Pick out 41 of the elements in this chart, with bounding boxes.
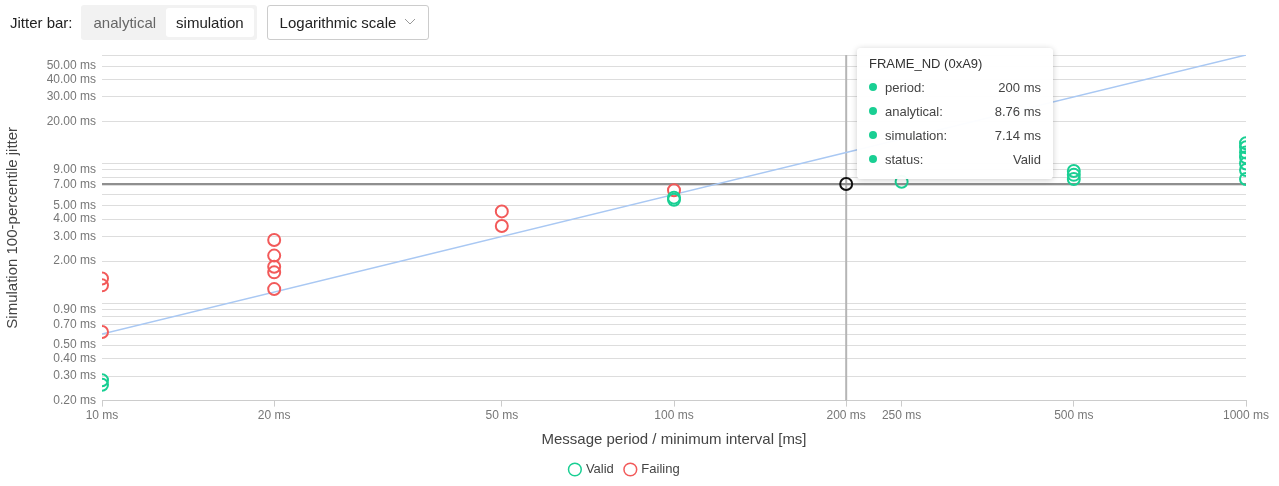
y-tick-label: 40.00 ms	[46, 71, 96, 86]
y-tick-label: 0.20 ms	[53, 392, 96, 407]
annotation: period:	[885, 79, 926, 95]
y-tick-label: 3.00 ms	[53, 228, 96, 243]
text: analytical	[92, 12, 158, 33]
annotation: 7.14 ms	[994, 127, 1041, 143]
annotation: 8.76 ms	[994, 103, 1041, 119]
x-tick-label: 250 ms	[881, 408, 922, 423]
y-tick-label: 4.00 ms	[53, 211, 96, 226]
y-tick-label: 0.50 ms	[53, 337, 96, 352]
y-tick-label: 9.00 ms	[53, 162, 96, 177]
annotation: analytical:	[885, 103, 944, 119]
x-tick-label: 200 ms	[826, 408, 866, 423]
legend-label: Failing	[641, 461, 680, 477]
legend-label: Valid	[585, 461, 614, 477]
y-tick-label: 0.40 ms	[53, 350, 96, 365]
y-tick-label: 30.00 ms	[46, 89, 96, 104]
y-tick-label: 5.00 ms	[53, 197, 96, 212]
x-axis-title: Message period / minimum interval [ms]	[541, 430, 807, 448]
annotation: status:	[885, 151, 925, 167]
annotation: FRAME_ND (0xA9)	[869, 56, 984, 71]
y-tick-label: 2.00 ms	[53, 253, 96, 268]
annotation: 200 ms	[998, 79, 1041, 95]
y-tick-label: 0.90 ms	[53, 301, 96, 316]
x-tick-label: 1000 ms	[1222, 408, 1270, 423]
annotation: simulation:	[885, 127, 949, 143]
y-tick-label: 20.00 ms	[46, 113, 96, 128]
y-tick-label: 7.00 ms	[53, 177, 96, 192]
y-tick-label: 0.70 ms	[53, 317, 96, 332]
x-tick-label: 50 ms	[485, 408, 519, 423]
y-tick-label: 50.00 ms	[46, 58, 96, 73]
x-tick-label: 20 ms	[257, 408, 291, 423]
x-tick-label: 10 ms	[85, 408, 119, 423]
text: simulation	[166, 7, 254, 37]
y-axis-title: Simulation 100-percentile jitter	[3, 126, 21, 329]
text: Jitter bar:	[10, 13, 73, 31]
x-tick-label: 100 ms	[654, 408, 694, 423]
x-tick-label: 500 ms	[1054, 408, 1094, 423]
text: Logarithmic scale	[279, 13, 397, 31]
annotation: Valid	[1013, 151, 1041, 167]
y-tick-label: 0.30 ms	[53, 368, 96, 383]
